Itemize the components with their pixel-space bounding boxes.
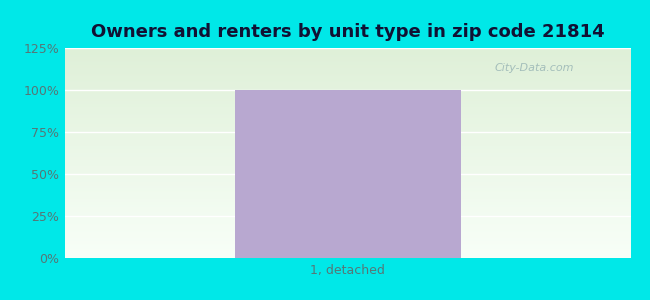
Title: Owners and renters by unit type in zip code 21814: Owners and renters by unit type in zip c… <box>91 23 604 41</box>
Text: City-Data.com: City-Data.com <box>495 63 574 73</box>
Bar <box>235 90 461 258</box>
